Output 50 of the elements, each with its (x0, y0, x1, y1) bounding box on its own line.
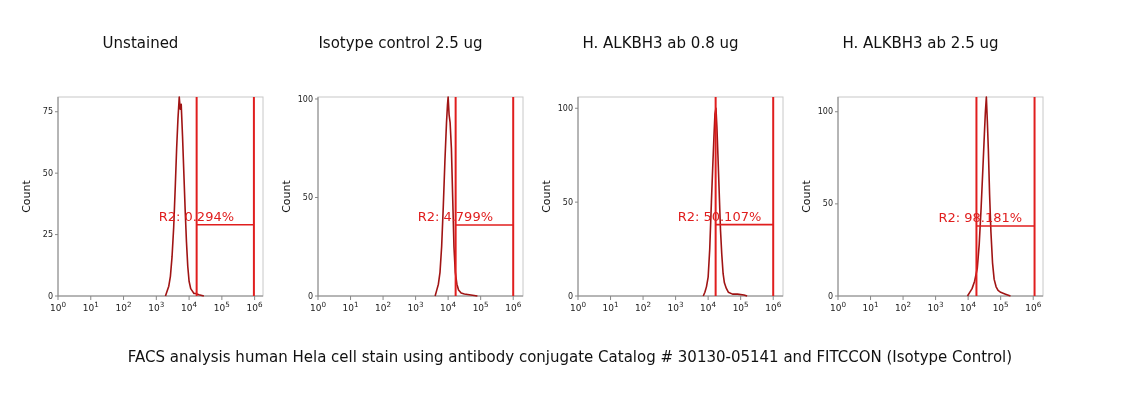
x-tick-label: 10$^{3}$ (148, 299, 165, 313)
x-tick-label: 10$^{5}$ (472, 299, 489, 313)
x-tick-label: 10$^{2}$ (375, 299, 392, 313)
y-axis-title: Count (280, 179, 293, 213)
x-tick-label: 10$^{4}$ (440, 299, 457, 313)
x-tick-label: 10$^{5}$ (992, 299, 1009, 313)
text: FACS analysis human Hela cell stain using antibody conjugate Catalog # 30130-05141 and FITCCON (Isotype Control) (127, 348, 1013, 366)
y-tick-label: 25 (42, 230, 53, 240)
y-tick-label: 100 (557, 103, 573, 113)
y-tick-label: 75 (42, 107, 53, 117)
x-tick-label: 10$^{1}$ (342, 299, 359, 313)
x-tick-label: 10$^{4}$ (700, 299, 717, 313)
y-tick-label: 0 (47, 291, 53, 301)
chart-title: H. ALKBH3 ab 0.8 ug (582, 34, 739, 52)
x-tick-label: 10$^{0}$ (49, 299, 67, 313)
x-tick-label: 10$^{6}$ (505, 299, 522, 313)
x-tick-label: 10$^{4}$ (181, 299, 198, 313)
x-tick-label: 10$^{0}$ (569, 299, 587, 313)
x-tick-label: 10$^{3}$ (667, 299, 684, 313)
x-tick-label: 10$^{3}$ (407, 299, 424, 313)
y-tick-label: 0 (307, 291, 313, 301)
x-tick-label: 10$^{2}$ (115, 299, 132, 313)
x-tick-label: 10$^{2}$ (895, 299, 912, 313)
x-tick-label: 10$^{5}$ (213, 299, 230, 313)
x-tick-label: 10$^{6}$ (246, 299, 264, 313)
y-tick-label: 50 (562, 197, 573, 207)
y-tick-label: 100 (817, 107, 833, 117)
x-tick-label: 10$^{3}$ (927, 299, 944, 313)
x-tick-label: 10$^{4}$ (960, 299, 977, 313)
y-tick-label: 50 (822, 199, 833, 209)
x-tick-label: 10$^{6}$ (765, 299, 782, 313)
y-tick-label: 50 (302, 193, 313, 203)
x-tick-label: 10$^{6}$ (1025, 299, 1042, 313)
x-tick-label: 10$^{5}$ (732, 299, 749, 313)
chart-title: Isotype control 2.5 ug (318, 34, 483, 52)
x-tick-label: 10$^{1}$ (862, 299, 879, 313)
y-tick-label: 50 (42, 168, 53, 178)
y-tick-label: 100 (297, 94, 313, 104)
chart-title: Unstained (102, 34, 179, 52)
x-tick-label: 10$^{1}$ (602, 299, 619, 313)
y-tick-label: 0 (567, 291, 573, 301)
x-tick-label: 10$^{2}$ (635, 299, 652, 313)
x-tick-label: 10$^{0}$ (829, 299, 847, 313)
y-tick-label: 0 (827, 291, 833, 301)
x-tick-label: 10$^{1}$ (82, 299, 99, 313)
y-axis-title: Count (20, 179, 33, 213)
x-tick-label: 10$^{0}$ (309, 299, 327, 313)
y-axis-title: Count (800, 179, 813, 213)
chart-title: H. ALKBH3 ab 2.5 ug (842, 34, 999, 52)
y-axis-title: Count (540, 179, 553, 213)
